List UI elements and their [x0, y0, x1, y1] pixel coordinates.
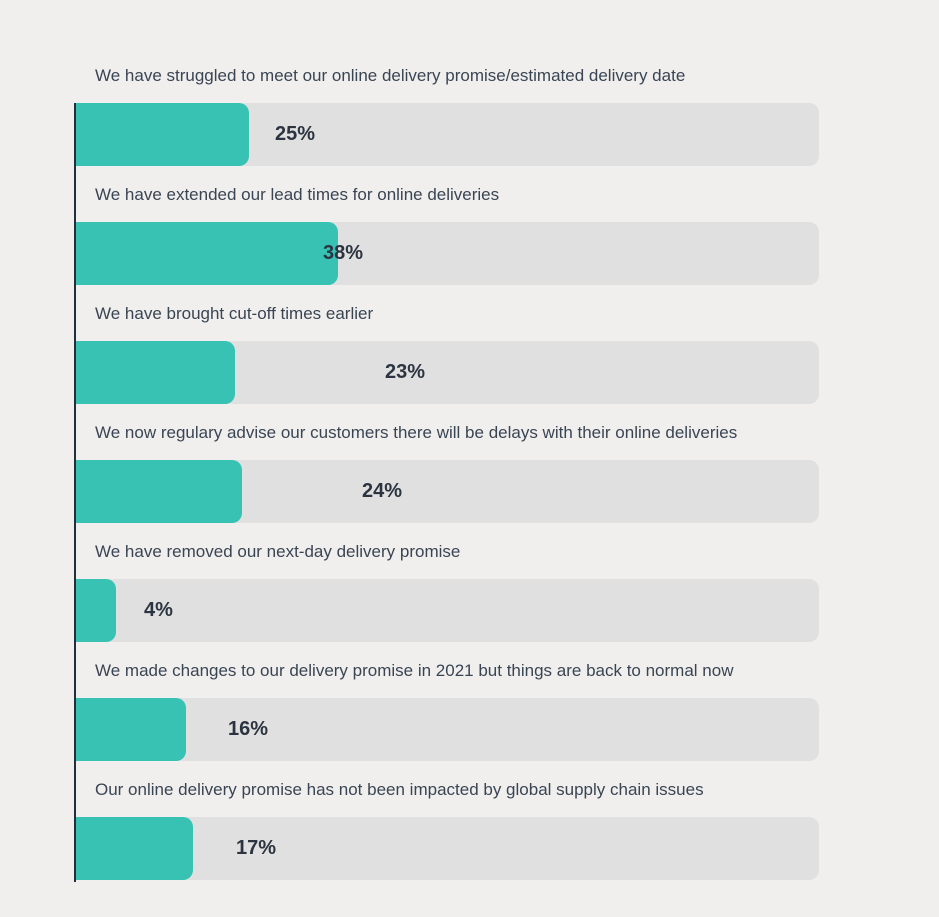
category-label: We have extended our lead times for onli…: [95, 185, 500, 204]
bar-track: 25%: [76, 103, 819, 166]
category-label: Our online delivery promise has not been…: [95, 780, 704, 799]
bar: [76, 341, 235, 404]
bar-track: 4%: [76, 579, 819, 642]
data-label: 23%: [385, 361, 426, 383]
data-label: 38%: [323, 242, 364, 264]
bar: [76, 222, 338, 285]
category-label: We have struggled to meet our online del…: [95, 66, 686, 85]
category-label: We have brought cut-off times earlier: [95, 304, 374, 323]
data-label: 25%: [275, 123, 316, 145]
bar: [76, 698, 186, 761]
data-label: 24%: [362, 480, 403, 502]
bar: [76, 460, 242, 523]
bar-track: 38%: [76, 222, 819, 285]
chart-axis-line: [74, 103, 76, 882]
data-label: 17%: [236, 837, 277, 859]
category-label: We now regulary advise our customers the…: [95, 423, 738, 442]
bar-track: 23%: [76, 341, 819, 404]
category-label: We made changes to our delivery promise …: [95, 661, 734, 680]
data-label: 16%: [228, 718, 269, 740]
bar-track: 16%: [76, 698, 819, 761]
bar: [76, 817, 193, 880]
category-label: We have removed our next-day delivery pr…: [95, 542, 461, 561]
bar-track: 24%: [76, 460, 819, 523]
data-label: 4%: [144, 599, 173, 621]
bar: [76, 103, 249, 166]
bar-track: 17%: [76, 817, 819, 880]
bar: [76, 579, 116, 642]
